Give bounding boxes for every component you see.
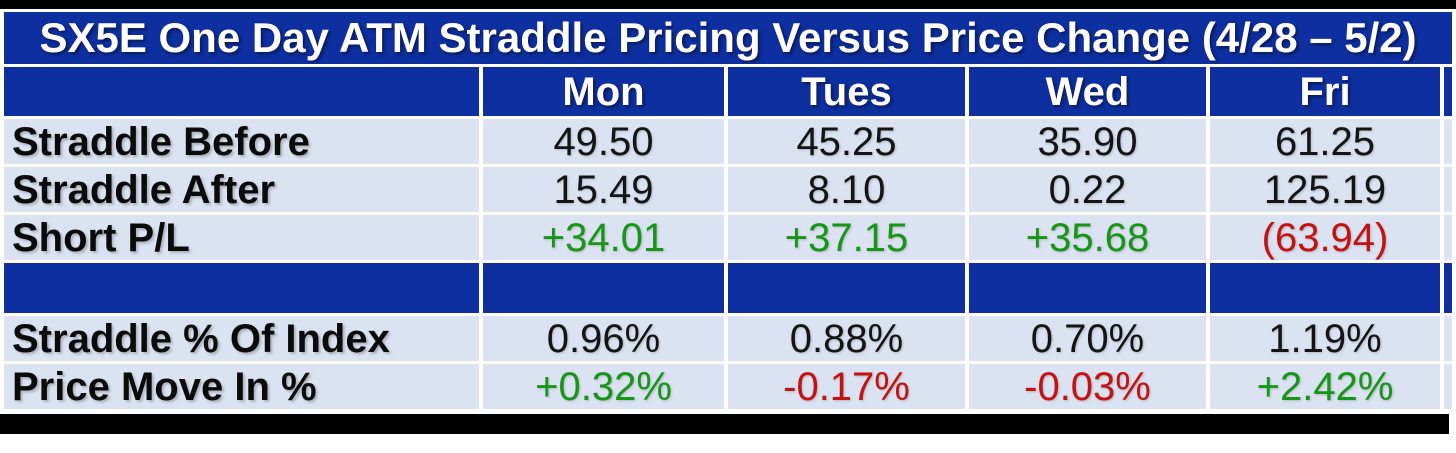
header-mon: Mon: [483, 67, 724, 116]
row-label: Short P/L: [4, 215, 479, 260]
header-edge-cell: [1444, 67, 1453, 116]
cell-value: 0.96%: [483, 316, 724, 361]
blue-spacer-row: [4, 263, 1453, 313]
cell-value: 8.10: [728, 167, 965, 212]
cell-value: +2.42%: [1210, 364, 1440, 409]
cell-value: -0.17%: [728, 364, 965, 409]
spacer-edge-cell: [1444, 263, 1453, 313]
spacer-cell: [4, 263, 479, 313]
row-edge-cell: [1444, 119, 1453, 164]
straddle-table: SX5E One Day ATM Straddle Pricing Versus…: [0, 9, 1456, 412]
cell-value: +35.68: [969, 215, 1206, 260]
header-fri: Fri: [1210, 67, 1440, 116]
cell-value: 0.22: [969, 167, 1206, 212]
cell-value: 61.25: [1210, 119, 1440, 164]
table-header-row: Mon Tues Wed Fri: [4, 67, 1453, 116]
cell-value: +0.32%: [483, 364, 724, 409]
row-edge-cell: [1444, 215, 1453, 260]
header-tues: Tues: [728, 67, 965, 116]
cell-value: 15.49: [483, 167, 724, 212]
row-straddle-before: Straddle Before 49.50 45.25 35.90 61.25: [4, 119, 1453, 164]
header-wed: Wed: [969, 67, 1206, 116]
cell-value: 1.19%: [1210, 316, 1440, 361]
cell-value: 49.50: [483, 119, 724, 164]
row-edge-cell: [1444, 167, 1453, 212]
cell-value: (63.94): [1210, 215, 1440, 260]
row-label: Straddle % Of Index: [4, 316, 479, 361]
cell-value: +34.01: [483, 215, 724, 260]
top-frame-bar: [0, 0, 1456, 9]
cell-value: 45.25: [728, 119, 965, 164]
spacer-cell: [1210, 263, 1440, 313]
table-title: SX5E One Day ATM Straddle Pricing Versus…: [4, 12, 1453, 64]
cell-value: 125.19: [1210, 167, 1440, 212]
cell-value: 35.90: [969, 119, 1206, 164]
row-edge-cell: [1444, 364, 1453, 409]
row-label: Straddle After: [4, 167, 479, 212]
cell-value: 0.88%: [728, 316, 965, 361]
row-label: Straddle Before: [4, 119, 479, 164]
spacer-cell: [728, 263, 965, 313]
row-straddle-after: Straddle After 15.49 8.10 0.22 125.19: [4, 167, 1453, 212]
table-title-row: SX5E One Day ATM Straddle Pricing Versus…: [4, 12, 1453, 64]
spacer-cell: [483, 263, 724, 313]
row-label: Price Move In %: [4, 364, 479, 409]
row-edge-cell: [1444, 316, 1453, 361]
cell-value: 0.70%: [969, 316, 1206, 361]
bottom-frame-bar: [0, 414, 1449, 434]
header-empty: [4, 67, 479, 116]
row-price-move-pct: Price Move In % +0.32% -0.17% -0.03% +2.…: [4, 364, 1453, 409]
cell-value: -0.03%: [969, 364, 1206, 409]
cell-value: +37.15: [728, 215, 965, 260]
row-straddle-pct-of-index: Straddle % Of Index 0.96% 0.88% 0.70% 1.…: [4, 316, 1453, 361]
spacer-cell: [969, 263, 1206, 313]
row-short-pl: Short P/L +34.01 +37.15 +35.68 (63.94): [4, 215, 1453, 260]
